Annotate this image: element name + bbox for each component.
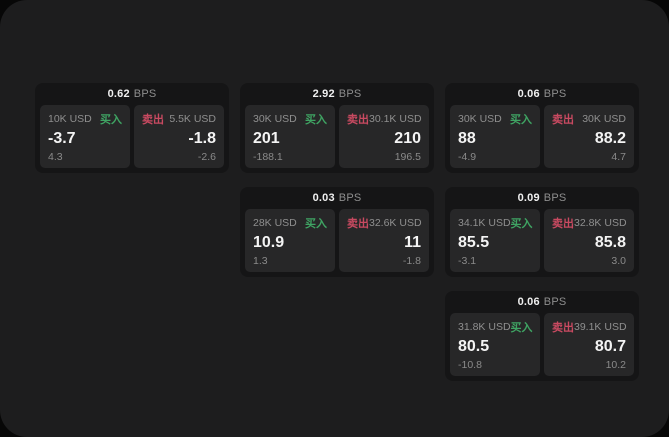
sell-delta: 10.2: [605, 359, 626, 371]
sell-size-label: 30K USD: [582, 113, 626, 125]
sell-delta: 196.5: [394, 151, 421, 163]
buy-side-label: 买入: [510, 322, 533, 334]
buy-side-label: 买入: [510, 114, 532, 126]
sell-price: 80.7: [594, 338, 626, 355]
sell-price: 210: [394, 130, 421, 147]
bps-value: 0.06: [517, 296, 540, 308]
sell-size-label: 39.1K USD: [574, 321, 627, 333]
buy-quote-panel[interactable]: 34.1K USD 买入 85.5 -3.1: [450, 209, 540, 272]
quote-card: 0.62 BPS 10K USD 买入 -3.7 4.3 卖出 5.5K USD…: [35, 83, 229, 173]
quote-card: 2.92 BPS 30K USD 买入 201 -188.1 卖出 30.1K …: [240, 83, 434, 173]
buy-size-label: 30K USD: [458, 113, 502, 125]
bps-unit: BPS: [543, 192, 567, 204]
buy-price: -3.7: [48, 130, 76, 147]
sell-side-label: 卖出: [552, 218, 574, 230]
sell-price: 88.2: [594, 130, 626, 147]
quote-panels: 31.8K USD 买入 80.5 -10.8 卖出 39.1K USD 80.…: [445, 313, 639, 381]
buy-delta: 1.3: [253, 255, 268, 267]
quote-panels: 28K USD 买入 10.9 1.3 卖出 32.6K USD 11 -1.8: [240, 209, 434, 277]
sell-price: 11: [404, 234, 421, 251]
bps-unit: BPS: [543, 296, 567, 308]
buy-quote-panel[interactable]: 30K USD 买入 201 -188.1: [245, 105, 335, 168]
sell-quote-panel[interactable]: 卖出 5.5K USD -1.8 -2.6: [134, 105, 224, 168]
buy-price: 88: [458, 130, 476, 147]
bps-value: 0.06: [517, 88, 540, 100]
sell-price: 85.8: [594, 234, 626, 251]
sell-delta: 4.7: [611, 151, 626, 163]
buy-delta: -188.1: [253, 151, 283, 163]
bps-value: 0.03: [312, 192, 335, 204]
buy-size-label: 31.8K USD: [458, 321, 511, 333]
buy-quote-panel[interactable]: 28K USD 买入 10.9 1.3: [245, 209, 335, 272]
buy-size-label: 10K USD: [48, 113, 92, 125]
sell-quote-panel[interactable]: 卖出 30.1K USD 210 196.5: [339, 105, 429, 168]
sell-size-label: 32.8K USD: [574, 217, 627, 229]
sell-delta: 3.0: [611, 255, 626, 267]
quote-card-header: 0.09 BPS: [445, 187, 639, 209]
buy-price: 10.9: [253, 234, 285, 251]
sell-size-label: 5.5K USD: [169, 113, 216, 125]
bps-unit: BPS: [543, 88, 567, 100]
quote-card: 0.06 BPS 30K USD 买入 88 -4.9 卖出 30K USD 8…: [445, 83, 639, 173]
buy-quote-panel[interactable]: 30K USD 买入 88 -4.9: [450, 105, 540, 168]
sell-quote-panel[interactable]: 卖出 32.8K USD 85.8 3.0: [544, 209, 634, 272]
bps-value: 0.09: [517, 192, 540, 204]
sell-quote-panel[interactable]: 卖出 30K USD 88.2 4.7: [544, 105, 634, 168]
quote-card: 0.06 BPS 31.8K USD 买入 80.5 -10.8 卖出 39.1…: [445, 291, 639, 381]
sell-size-label: 30.1K USD: [369, 113, 422, 125]
buy-quote-panel[interactable]: 31.8K USD 买入 80.5 -10.8: [450, 313, 540, 376]
sell-price: -1.8: [188, 130, 216, 147]
quote-panels: 10K USD 买入 -3.7 4.3 卖出 5.5K USD -1.8 -2.…: [35, 105, 229, 173]
quote-card: 0.09 BPS 34.1K USD 买入 85.5 -3.1 卖出 32.8K…: [445, 187, 639, 277]
quote-panels: 30K USD 买入 88 -4.9 卖出 30K USD 88.2 4.7: [445, 105, 639, 173]
quote-panels: 34.1K USD 买入 85.5 -3.1 卖出 32.8K USD 85.8…: [445, 209, 639, 277]
sell-side-label: 卖出: [347, 114, 369, 126]
buy-side-label: 买入: [305, 218, 327, 230]
sell-delta: -1.8: [402, 255, 421, 267]
buy-price: 85.5: [458, 234, 490, 251]
bps-value: 0.62: [107, 88, 130, 100]
quote-card-header: 0.06 BPS: [445, 83, 639, 105]
buy-size-label: 34.1K USD: [458, 217, 511, 229]
buy-price: 201: [253, 130, 280, 147]
sell-side-label: 卖出: [552, 114, 574, 126]
sell-size-label: 32.6K USD: [369, 217, 422, 229]
buy-quote-panel[interactable]: 10K USD 买入 -3.7 4.3: [40, 105, 130, 168]
quote-card: 0.03 BPS 28K USD 买入 10.9 1.3 卖出 32.6K US…: [240, 187, 434, 277]
quote-card-header: 0.06 BPS: [445, 291, 639, 313]
buy-delta: -3.1: [458, 255, 477, 267]
buy-side-label: 买入: [100, 114, 122, 126]
sell-delta: -2.6: [197, 151, 216, 163]
sell-side-label: 卖出: [142, 114, 164, 126]
buy-size-label: 30K USD: [253, 113, 297, 125]
buy-delta: -10.8: [458, 359, 482, 371]
bps-unit: BPS: [338, 192, 362, 204]
sell-side-label: 卖出: [347, 218, 369, 230]
bps-value: 2.92: [312, 88, 335, 100]
buy-price: 80.5: [458, 338, 490, 355]
bps-unit: BPS: [133, 88, 157, 100]
buy-delta: 4.3: [48, 151, 63, 163]
quote-panels: 30K USD 买入 201 -188.1 卖出 30.1K USD 210 1…: [240, 105, 434, 173]
sell-quote-panel[interactable]: 卖出 32.6K USD 11 -1.8: [339, 209, 429, 272]
bps-unit: BPS: [338, 88, 362, 100]
quote-card-header: 0.62 BPS: [35, 83, 229, 105]
quote-card-header: 2.92 BPS: [240, 83, 434, 105]
buy-delta: -4.9: [458, 151, 477, 163]
buy-side-label: 买入: [305, 114, 327, 126]
buy-side-label: 买入: [510, 218, 533, 230]
quote-card-header: 0.03 BPS: [240, 187, 434, 209]
sell-side-label: 卖出: [552, 322, 574, 334]
buy-size-label: 28K USD: [253, 217, 297, 229]
sell-quote-panel[interactable]: 卖出 39.1K USD 80.7 10.2: [544, 313, 634, 376]
